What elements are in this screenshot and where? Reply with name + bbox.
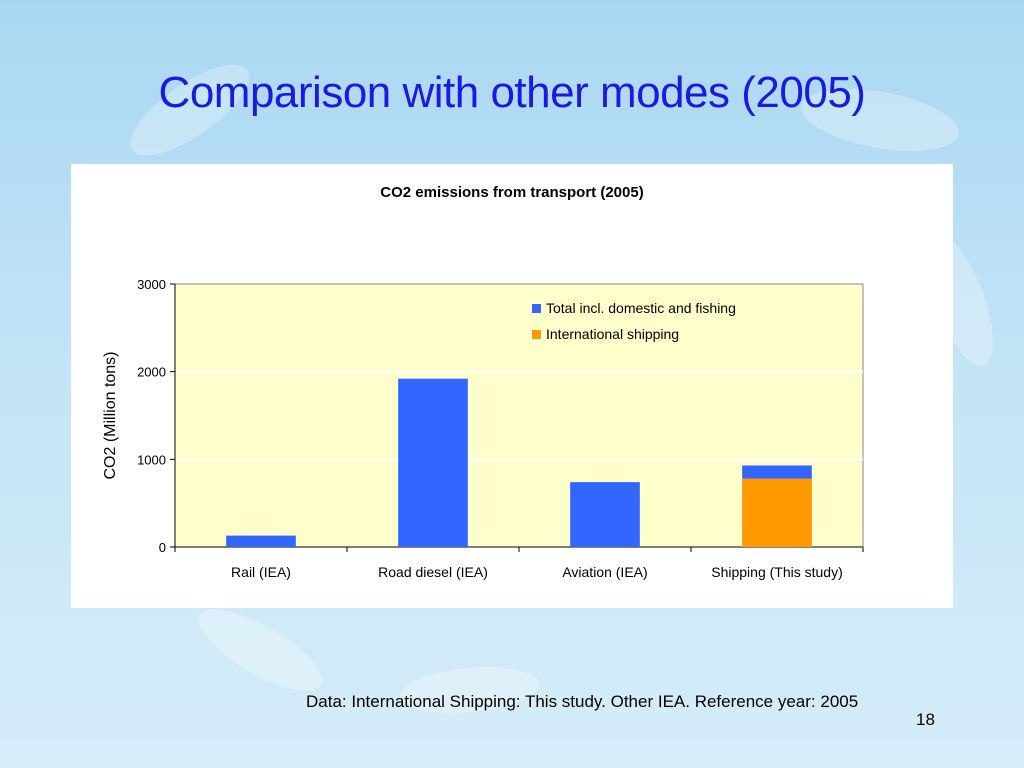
bar-total-1 bbox=[398, 378, 468, 547]
slide-title: Comparison with other modes (2005) bbox=[158, 68, 866, 117]
chart-title: CO2 emissions from transport (2005) bbox=[380, 184, 643, 201]
y-tick-label: 0 bbox=[159, 540, 166, 555]
x-tick-label: Road diesel (IEA) bbox=[378, 564, 488, 580]
legend-swatch-1 bbox=[532, 330, 541, 339]
x-tick-label: Aviation (IEA) bbox=[562, 564, 647, 580]
bar-international-3 bbox=[742, 478, 812, 547]
bar-chart: CO2 emissions from transport (2005) 0 1000… bbox=[102, 184, 864, 580]
y-tick-label: 1000 bbox=[137, 452, 166, 467]
y-axis-label: CO2 (Million tons) bbox=[102, 351, 119, 479]
legend-label-1: International shipping bbox=[546, 326, 679, 342]
bar-total-0 bbox=[226, 535, 296, 547]
data-source-note: Data: International Shipping: This study… bbox=[306, 692, 859, 711]
x-tick-label: Shipping (This study) bbox=[711, 564, 843, 580]
legend-label-0: Total incl. domestic and fishing bbox=[546, 300, 736, 316]
x-tick-label: Rail (IEA) bbox=[231, 564, 291, 580]
bar-total-2 bbox=[570, 482, 640, 547]
y-tick-label: 3000 bbox=[137, 277, 166, 292]
y-tick-label: 2000 bbox=[137, 365, 166, 380]
bar-total-3 bbox=[742, 465, 812, 479]
legend-swatch-0 bbox=[532, 304, 541, 313]
page-number: 18 bbox=[916, 710, 935, 729]
chart-panel: CO2 emissions from transport (2005) 0 1000… bbox=[71, 164, 953, 608]
